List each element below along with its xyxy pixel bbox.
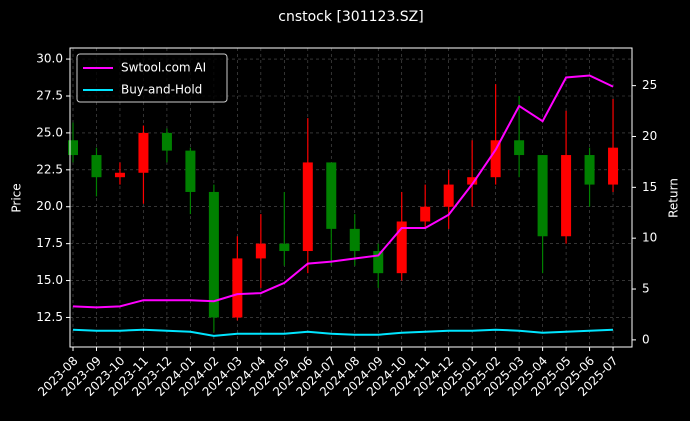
candle-body bbox=[467, 177, 478, 185]
legend-label: Swtool.com AI bbox=[121, 61, 206, 75]
y-tick-label: 20.0 bbox=[36, 199, 63, 213]
y-tick-label: 30.0 bbox=[36, 52, 63, 66]
candle-body bbox=[490, 140, 501, 178]
y2-axis-label: Return bbox=[667, 178, 681, 218]
candle-body bbox=[91, 155, 102, 178]
candle-body bbox=[373, 251, 384, 274]
candle-body bbox=[326, 162, 337, 229]
y-tick-label: 22.5 bbox=[36, 162, 63, 176]
y-tick-label: 27.5 bbox=[36, 88, 63, 102]
return-line bbox=[72, 328, 614, 337]
y2-tick-label: 0 bbox=[642, 332, 650, 346]
y2-tick-label: 15 bbox=[642, 180, 657, 194]
y2-tick-label: 25 bbox=[642, 78, 657, 92]
candle-body bbox=[255, 243, 266, 259]
candle-body bbox=[68, 140, 78, 156]
chart-title: cnstock [301123.SZ] bbox=[278, 9, 423, 25]
y-tick-label: 12.5 bbox=[36, 310, 63, 324]
candle-body bbox=[161, 132, 172, 151]
y2-tick-label: 10 bbox=[642, 231, 657, 245]
y2-tick-label: 5 bbox=[642, 282, 650, 296]
candle-body bbox=[232, 258, 243, 318]
candle-body bbox=[349, 228, 360, 252]
y-tick-label: 15.0 bbox=[36, 273, 63, 287]
candle-body bbox=[584, 155, 595, 185]
candle-body bbox=[138, 132, 149, 173]
candle-body bbox=[537, 155, 548, 237]
candle-body bbox=[302, 162, 313, 252]
legend-label: Buy-and-Hold bbox=[121, 83, 202, 97]
candle-body bbox=[185, 150, 196, 192]
candle-body bbox=[114, 172, 125, 178]
y-axis-label: Price bbox=[10, 183, 24, 212]
y2-tick-label: 20 bbox=[642, 129, 657, 143]
candle-body bbox=[514, 140, 525, 156]
y-tick-label: 25.0 bbox=[36, 125, 63, 139]
return-line bbox=[72, 74, 614, 309]
candle-body bbox=[443, 184, 454, 207]
candle-body bbox=[420, 206, 431, 222]
candle-body bbox=[208, 191, 219, 318]
y-tick-label: 17.5 bbox=[36, 236, 63, 250]
candle-body bbox=[561, 155, 572, 237]
candle-body bbox=[608, 147, 619, 185]
plot-frame bbox=[69, 47, 633, 348]
candle-body bbox=[279, 243, 290, 252]
candle-body bbox=[396, 221, 407, 274]
legend: Swtool.com AI Buy-and-Hold bbox=[76, 53, 228, 103]
legend-box bbox=[76, 53, 228, 103]
